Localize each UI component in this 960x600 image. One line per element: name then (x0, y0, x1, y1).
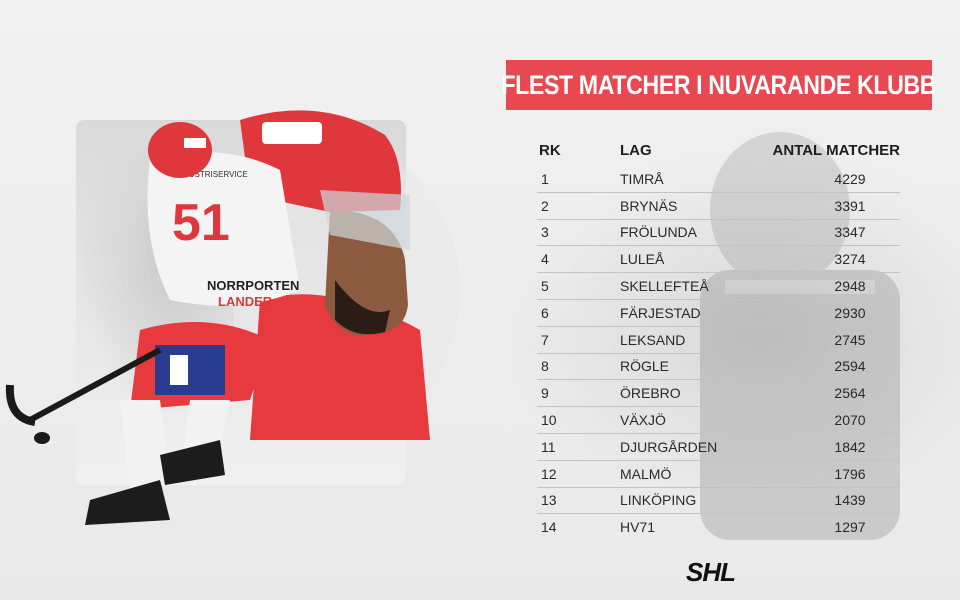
background-player-ghost (700, 132, 900, 540)
games-cell: 1297 (834, 519, 866, 536)
games-cell: 2745 (834, 331, 866, 348)
team-cell: LULEÅ (620, 251, 665, 268)
team-cell: RÖGLE (620, 358, 670, 375)
games-cell: 3347 (834, 224, 866, 241)
games-cell: 1842 (834, 438, 866, 455)
rank-cell: 10 (541, 412, 557, 429)
jersey-sponsor-2: LANDER (218, 294, 273, 309)
team-cell: HV71 (620, 519, 656, 536)
games-cell: 4229 (834, 170, 866, 187)
rank-cell: 2 (541, 197, 549, 214)
rank-cell: 3 (541, 224, 549, 241)
table-body: 1 TIMRÅ 4229 2 BRYNÄS 3391 3 FRÖLUNDA 3347 4 LULEÅ… (537, 166, 900, 540)
stats-table: RK LAG ANTAL MATCHER 1 TIMRÅ 4229 2 BRYNÄS 33… (537, 134, 900, 540)
rank-cell: 13 (541, 492, 557, 509)
table-row: 2 BRYNÄS 3391 (537, 193, 900, 220)
table-row: 6 FÄRJESTAD 2930 (537, 300, 900, 327)
table-row: 10 VÄXJÖ 2070 (537, 407, 900, 434)
table-row: 9 ÖREBRO 2564 (537, 380, 900, 408)
team-cell: LEKSAND (620, 331, 686, 348)
games-cell: 2564 (834, 385, 866, 402)
team-cell: MALMÖ (620, 465, 672, 482)
rank-cell: 7 (541, 331, 549, 348)
shl-logo: SHL (686, 557, 736, 586)
table-row: 8 RÖGLE 2594 (537, 354, 900, 381)
table-row: 13 LINKÖPING 1439 (537, 488, 900, 515)
rank-cell: 1 (541, 170, 549, 187)
table-row: 14 HV71 1297 (537, 514, 900, 540)
table-header: RK LAG ANTAL MATCHER (537, 134, 900, 166)
games-cell: 2070 (834, 412, 866, 429)
table-row: 11 DJURGÅRDEN 1842 (537, 434, 900, 461)
table-row: 12 MALMÖ 1796 (537, 461, 900, 488)
header-games: ANTAL MATCHER (772, 141, 901, 159)
team-cell: ÖREBRO (620, 385, 681, 402)
player-illustration: 51 INDUSTRISERVICE NORRPORTEN LANDER (5, 110, 460, 525)
rank-cell: 4 (541, 251, 549, 268)
games-cell: 1796 (834, 465, 866, 482)
title-banner: FLEST MATCHER I NUVARANDE KLUBB (502, 60, 937, 110)
team-cell: FRÖLUNDA (620, 224, 698, 241)
team-cell: SKELLEFTEÅ (620, 278, 709, 295)
games-cell: 1439 (834, 492, 866, 509)
header-team: LAG (620, 141, 652, 159)
team-cell: VÄXJÖ (620, 412, 666, 429)
games-cell: 2948 (834, 278, 866, 295)
jersey-number: 51 (172, 194, 230, 252)
games-cell: 2930 (834, 304, 866, 321)
table-row: 3 FRÖLUNDA 3347 (537, 220, 900, 247)
rank-cell: 6 (541, 304, 549, 321)
rank-cell: 11 (541, 438, 556, 455)
table-row: 4 LULEÅ 3274 (537, 246, 900, 274)
table-row: 1 TIMRÅ 4229 (537, 166, 900, 193)
team-cell: BRYNÄS (620, 197, 678, 214)
rank-cell: 12 (541, 465, 557, 482)
table-row: 5 SKELLEFTEÅ 2948 (537, 273, 900, 300)
shl-logo-text: SHL (686, 557, 735, 586)
games-cell: 3274 (834, 251, 866, 268)
team-cell: TIMRÅ (620, 170, 664, 187)
rank-cell: 14 (541, 519, 557, 536)
rank-cell: 9 (541, 385, 549, 402)
games-cell: 2594 (834, 358, 866, 375)
rank-cell: 8 (541, 358, 549, 375)
team-cell: LINKÖPING (620, 492, 697, 509)
jersey-sponsor-1: NORRPORTEN (207, 278, 299, 293)
team-cell: FÄRJESTAD (620, 304, 701, 321)
page-title: FLEST MATCHER I NUVARANDE KLUBB (501, 69, 937, 100)
games-cell: 3391 (834, 197, 866, 214)
jersey-sponsor-top: INDUSTRISERVICE (175, 170, 248, 179)
header-rank: RK (539, 141, 561, 159)
table-row: 7 LEKSAND 2745 (537, 327, 900, 354)
team-cell: DJURGÅRDEN (620, 438, 718, 455)
rank-cell: 5 (541, 278, 549, 295)
